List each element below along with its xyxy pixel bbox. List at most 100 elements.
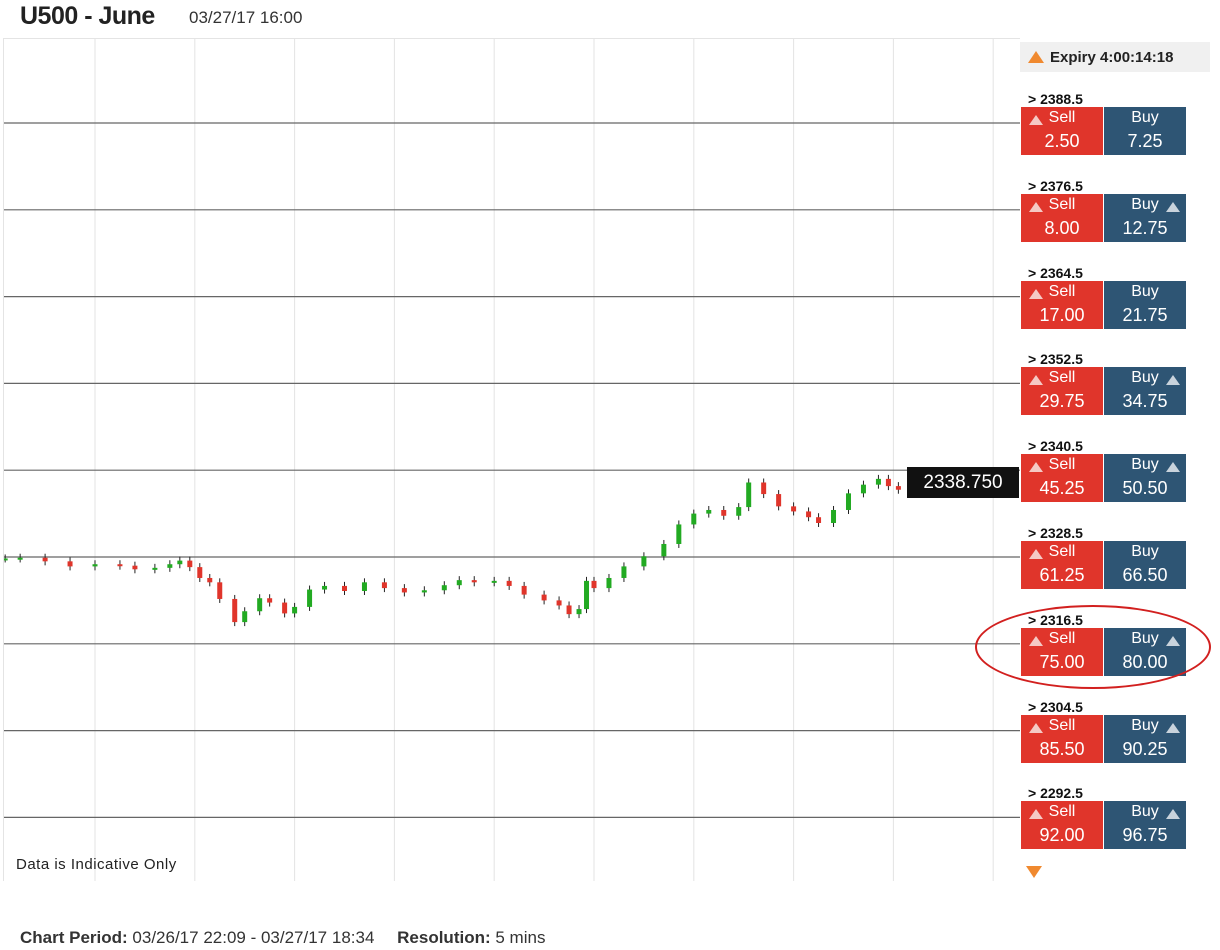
sell-button[interactable]: Sell 61.25 xyxy=(1021,541,1103,589)
buy-label: Buy xyxy=(1131,716,1159,734)
candle-body xyxy=(421,590,427,593)
candle-body xyxy=(267,598,273,603)
candle-body xyxy=(257,598,263,612)
buy-button[interactable]: Buy 80.00 xyxy=(1104,627,1186,676)
sell-label: Sell xyxy=(1048,109,1076,126)
candle-body xyxy=(167,564,173,568)
buy-button[interactable]: Buy 90.25 xyxy=(1104,714,1186,763)
chart-datetime: 03/27/17 16:00 xyxy=(189,8,303,27)
sell-price: 85.50 xyxy=(1039,738,1085,759)
chart-period-label: Chart Period: xyxy=(20,928,128,947)
strike-row: > 2316.5 Sell 75.00 Buy 80.00 xyxy=(1020,612,1190,682)
candle-body xyxy=(361,582,367,591)
sell-label: Sell xyxy=(1048,716,1076,734)
sell-button[interactable]: Sell 85.50 xyxy=(1021,714,1103,763)
buy-price: 90.25 xyxy=(1122,738,1168,759)
sell-arrow-icon xyxy=(1029,549,1043,559)
scroll-down-arrow-icon[interactable] xyxy=(1026,866,1042,878)
candle-body xyxy=(845,493,851,510)
candle-body xyxy=(661,543,667,557)
candle-body xyxy=(736,507,742,516)
candle-body xyxy=(566,605,572,615)
sell-button[interactable]: Sell 92.00 xyxy=(1021,801,1103,850)
instrument-title: U500 - June xyxy=(20,2,155,30)
chart-svg[interactable]: Mar 2702:0004:0006:0008:0010:0012:0014:0… xyxy=(4,39,1020,881)
candle-body xyxy=(816,517,822,524)
candle-body xyxy=(706,509,712,514)
sell-button[interactable]: Sell 45.25 xyxy=(1021,454,1103,503)
buy-label: Buy xyxy=(1131,803,1159,821)
candle-body xyxy=(606,577,612,589)
buy-price: 21.75 xyxy=(1122,304,1168,325)
buy-label: Buy xyxy=(1131,195,1159,213)
sell-button[interactable]: Sell 17.00 xyxy=(1021,280,1103,329)
candle-body xyxy=(441,585,447,591)
sell-label: Sell xyxy=(1048,456,1076,474)
sell-button[interactable]: Sell 8.00 xyxy=(1021,193,1103,242)
candle-body xyxy=(895,486,901,490)
candle-body xyxy=(491,580,497,583)
candle-body xyxy=(584,580,590,610)
sell-button[interactable]: Sell 29.75 xyxy=(1021,367,1103,416)
sell-price: 29.75 xyxy=(1039,391,1085,412)
candle-body xyxy=(197,567,203,578)
candle-body xyxy=(885,478,891,487)
strike-row: > 2376.5 Sell 8.00 Buy 12.75 xyxy=(1020,178,1190,248)
sell-arrow-icon xyxy=(1029,288,1043,299)
buy-button[interactable]: Buy 12.75 xyxy=(1104,193,1186,242)
expiry-label: Expiry 4:00:14:18 xyxy=(1050,49,1174,66)
sell-button[interactable]: Sell 75.00 xyxy=(1021,627,1103,676)
candle-body xyxy=(282,602,288,614)
candle-body xyxy=(576,609,582,615)
buy-arrow-icon xyxy=(1166,201,1180,212)
buy-price: 66.50 xyxy=(1122,565,1168,585)
buy-button[interactable]: Buy 66.50 xyxy=(1104,541,1186,589)
disclaimer-text: Data is Indicative Only xyxy=(16,856,177,873)
candle-body xyxy=(187,560,193,568)
price-chart[interactable]: Mar 2702:0004:0006:0008:0010:0012:0014:0… xyxy=(3,38,1020,881)
sell-price: 92.00 xyxy=(1039,825,1085,846)
sell-arrow-icon xyxy=(1029,115,1043,125)
candle-body xyxy=(831,509,837,524)
candle-body xyxy=(621,566,627,578)
sell-label: Sell xyxy=(1048,629,1076,647)
buy-arrow-icon xyxy=(1166,375,1180,386)
candle-body xyxy=(746,482,752,508)
chart-footer: Chart Period: 03/26/17 22:09 - 03/27/17 … xyxy=(20,928,545,948)
strike-row: > 2388.5 Sell 2.50 Buy 7.25 xyxy=(1020,91,1190,161)
buy-button[interactable]: Buy 96.75 xyxy=(1104,801,1186,850)
candle-body xyxy=(292,606,298,614)
sell-arrow-icon xyxy=(1029,809,1043,820)
buy-price: 80.00 xyxy=(1122,651,1168,672)
sell-button[interactable]: Sell 2.50 xyxy=(1021,107,1103,155)
candle-body xyxy=(67,561,73,567)
sell-label: Sell xyxy=(1048,543,1076,560)
buy-button[interactable]: Buy 7.25 xyxy=(1104,107,1186,155)
strike-level: > 2328.5 xyxy=(1028,525,1083,541)
strike-row: > 2364.5 Sell 17.00 Buy 21.75 xyxy=(1020,265,1190,335)
buy-button[interactable]: Buy 50.50 xyxy=(1104,454,1186,503)
expiry-bar: Expiry 4:00:14:18 xyxy=(1020,42,1210,72)
buy-button[interactable]: Buy 21.75 xyxy=(1104,280,1186,329)
strike-level: > 2340.5 xyxy=(1028,438,1083,455)
candle-body xyxy=(860,484,866,494)
sell-label: Sell xyxy=(1048,369,1076,387)
candle-body xyxy=(232,598,238,623)
candle-body xyxy=(761,482,767,495)
buy-label: Buy xyxy=(1131,543,1159,560)
sell-arrow-icon xyxy=(1029,462,1043,473)
buy-button[interactable]: Buy 34.75 xyxy=(1104,367,1186,416)
strike-ladder: Expiry 4:00:14:18 > 2388.5 Sell 2.50 Buy 7.2… xyxy=(1020,38,1220,950)
candle-body xyxy=(152,567,158,570)
strike-level: > 2364.5 xyxy=(1028,264,1083,281)
strike-row: > 2328.5 Sell 61.25 Buy 66.50 xyxy=(1020,525,1190,595)
strike-level: > 2388.5 xyxy=(1028,91,1083,107)
chart-period-value: 03/26/17 22:09 - 03/27/17 18:34 xyxy=(132,928,375,947)
current-price-tag: 2338.750 xyxy=(907,467,1019,498)
sell-arrow-icon xyxy=(1029,375,1043,386)
candle-body xyxy=(307,589,313,607)
sell-arrow-icon xyxy=(1029,635,1043,646)
candle-body xyxy=(806,511,812,518)
candle-body xyxy=(207,577,213,583)
sell-arrow-icon xyxy=(1029,722,1043,733)
